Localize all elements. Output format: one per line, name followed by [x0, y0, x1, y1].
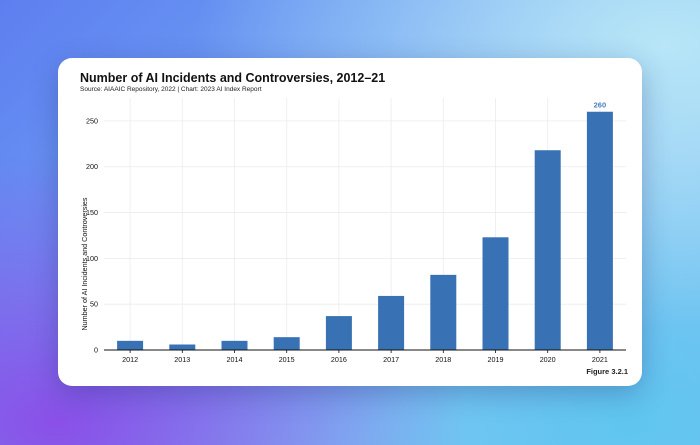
y-axis-label: Number of AI Incidents and Controversies: [80, 197, 89, 330]
x-tick-label: 2016: [331, 355, 347, 364]
y-tick-label: 150: [86, 208, 98, 217]
bar-2012: [117, 340, 144, 350]
chart-card: Number of AI Incidents and Controversies…: [58, 58, 642, 386]
bar-2016: [325, 316, 352, 350]
bar-2017: [378, 295, 405, 350]
x-tick-label: 2017: [383, 355, 399, 364]
y-tick-label: 200: [86, 162, 98, 171]
y-tick-label: 0: [94, 346, 98, 355]
x-tick-label: 2015: [279, 355, 295, 364]
y-tick-label: 250: [86, 116, 98, 125]
bar-2021: [586, 111, 613, 350]
bar-2018: [430, 274, 457, 350]
y-axis: 0 50 100 150 200 250: [86, 116, 98, 354]
x-tick-label: 2019: [488, 355, 504, 364]
x-tick-label: 2013: [174, 355, 190, 364]
bar-2019: [482, 237, 509, 350]
chart-source: Source: AIAAIC Repository, 2022 | Chart:…: [80, 86, 262, 93]
bars: 260: [117, 101, 613, 350]
x-axis: 2012 2013 2014 2015 2016 2017 2018 2019 2020 2021: [104, 349, 626, 364]
y-tick-label: 50: [90, 300, 98, 309]
x-tick-label: 2012: [122, 355, 138, 364]
bar-chart: 0 50 100 150 200 250 260 2012 2013 2014 2015 2016…: [80, 98, 626, 364]
x-tick-label: 2021: [592, 355, 608, 364]
bar-2014: [221, 340, 248, 350]
chart-title: Number of AI Incidents and Controversies…: [80, 71, 386, 85]
figure-label: Figure 3.2.1: [586, 367, 628, 376]
bar-2013: [169, 344, 196, 350]
x-tick-label: 2014: [227, 355, 243, 364]
x-tick-label: 2018: [435, 355, 451, 364]
bar-2015: [273, 337, 300, 350]
data-label: 260: [594, 101, 607, 110]
x-tick-label: 2020: [540, 355, 556, 364]
bar-2020: [534, 150, 561, 350]
y-tick-label: 100: [86, 254, 98, 263]
